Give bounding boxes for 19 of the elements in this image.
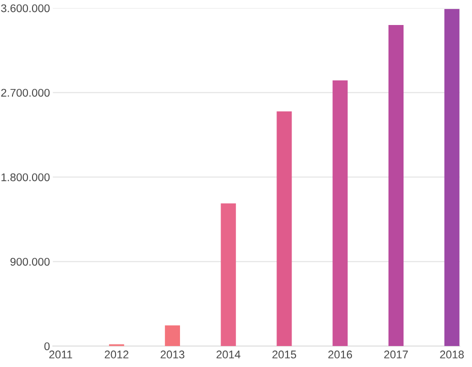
x-tick-label: 2011 xyxy=(49,350,72,358)
x-tick-label: 2013 xyxy=(160,350,184,358)
y-tick-label: 1.800.000 xyxy=(2,173,50,182)
bar xyxy=(444,9,460,346)
bar xyxy=(220,203,236,346)
bar xyxy=(388,24,404,346)
y-tick-label: 2.700.000 xyxy=(1,88,50,97)
x-tick-label: 2016 xyxy=(328,350,352,358)
bar xyxy=(332,80,348,346)
bar xyxy=(164,325,180,346)
x-tick-label: 2014 xyxy=(216,350,240,358)
x-tick-label: 2012 xyxy=(104,350,128,358)
y-tick-label: 3.600.000 xyxy=(1,4,50,12)
y-tick-label: 0 xyxy=(44,342,50,350)
x-tick-label: 2017 xyxy=(384,350,408,358)
x-tick-label: 2018 xyxy=(440,350,464,358)
bar xyxy=(276,111,292,346)
y-tick-label: 900.000 xyxy=(10,258,50,266)
x-tick-label: 2015 xyxy=(272,350,296,358)
